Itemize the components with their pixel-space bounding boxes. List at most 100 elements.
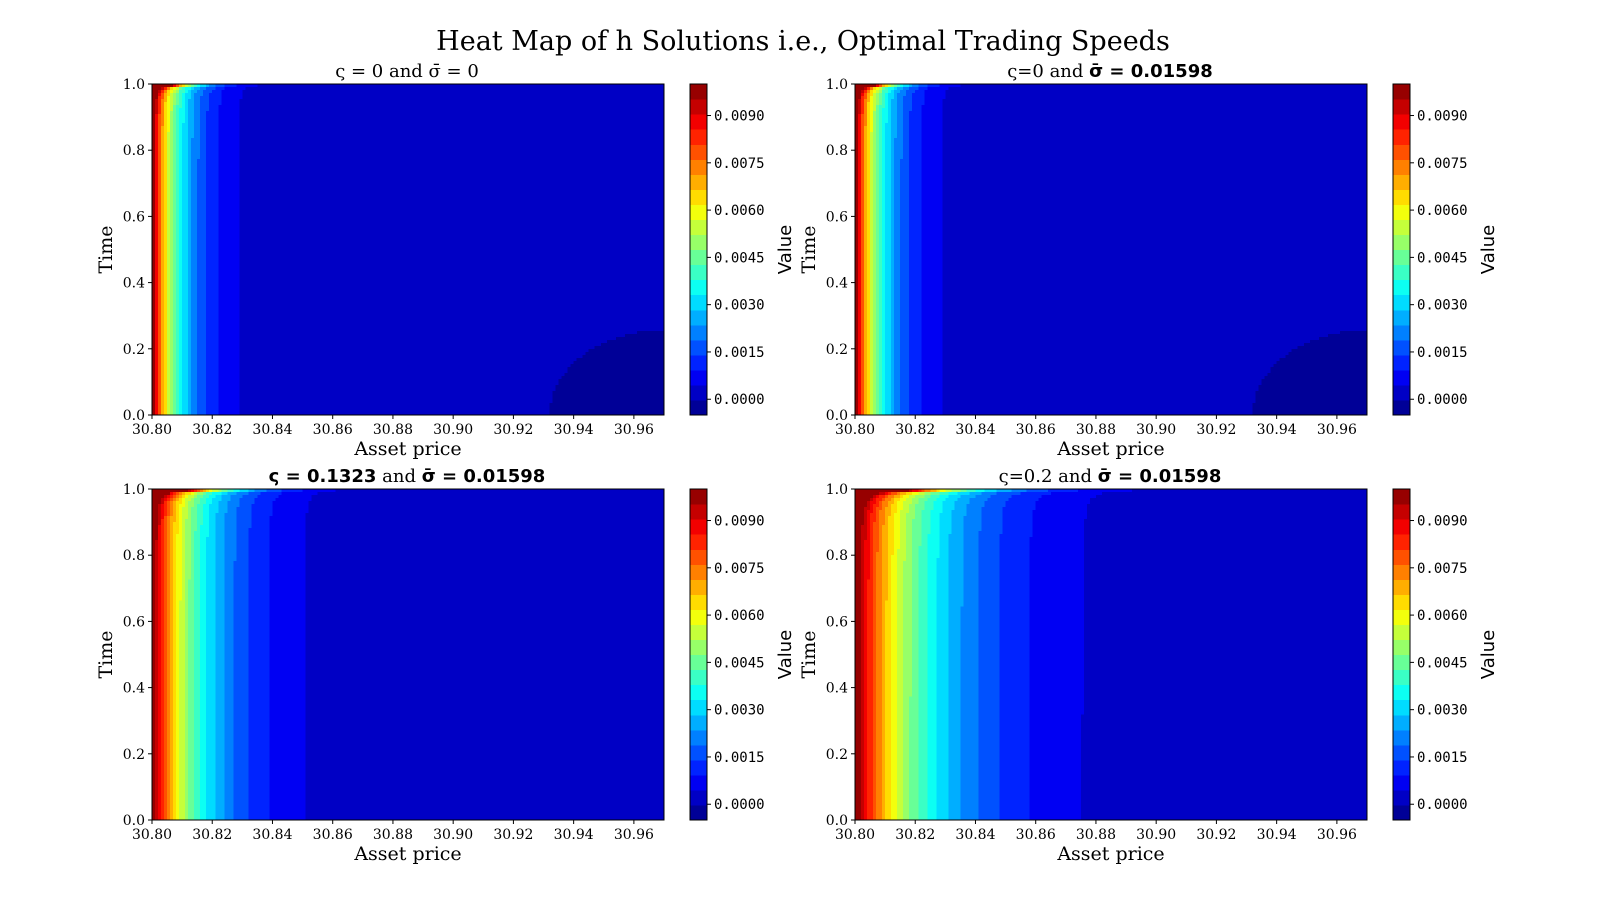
colorbar-band [1393,775,1410,791]
panel-title: ς = 0.1323 and σ̄ = 0.01598 [269,466,546,487]
colorbar-band [1393,639,1410,655]
figure-suptitle: Heat Map of h Solutions i.e., Optimal Tr… [436,26,1170,57]
x-tick-label: 30.86 [313,422,353,438]
y-tick-label: 0.8 [826,143,848,159]
colorbar-band [690,340,707,356]
x-tick-label: 30.80 [835,422,875,438]
colorbar-band [1393,250,1410,266]
colorbar-band [1393,519,1410,535]
colorbar-tick-label: 0.0015 [1417,750,1468,766]
colorbar-tick-label: 0.0030 [1417,703,1468,719]
colorbar-band [690,594,707,610]
x-tick-label: 30.96 [614,827,654,843]
y-tick-label: 0.2 [826,747,848,763]
x-tick-label: 30.96 [1317,422,1357,438]
colorbar-label: Value [775,630,796,679]
colorbar-band [1393,594,1410,610]
colorbar-band [1393,700,1410,716]
colorbar-band [1393,760,1410,776]
colorbar-tick-label: 0.0060 [1417,203,1468,219]
colorbar-band [690,174,707,190]
x-tick-label: 30.80 [835,827,875,843]
colorbar [690,489,707,821]
colorbar-band [690,84,707,100]
colorbar [690,84,707,416]
colorbar-band [1393,355,1410,371]
colorbar-band [690,295,707,311]
colorbar-band [690,144,707,160]
colorbar-band [1393,685,1410,701]
colorbar-band [1393,280,1410,296]
x-tick-label: 30.82 [895,827,935,843]
x-tick-label: 30.90 [433,827,473,843]
colorbar-band [1393,385,1410,401]
x-tick-label: 30.88 [373,827,413,843]
colorbar-band [690,534,707,550]
colorbar-band [1393,129,1410,145]
y-tick-label: 0.0 [826,813,848,829]
x-tick-label: 30.80 [132,422,172,438]
colorbar-band [1393,189,1410,205]
colorbar-tick-label: 0.0090 [1417,514,1468,530]
colorbar-tick-label: 0.0060 [1417,608,1468,624]
colorbar-band [690,489,707,505]
panel-title-part: ς=0.2 [999,466,1053,487]
y-tick-label: 0.6 [123,209,145,225]
y-tick-label: 0.6 [123,614,145,630]
y-tick-label: 0.2 [123,747,145,763]
colorbar-band [1393,489,1410,505]
colorbar-band [690,624,707,640]
heatmap-panel-1: 30.80 30.82 30.84 30.86 30.88 30.90 30.92 30.94… [95,61,796,460]
colorbar-band [690,250,707,266]
colorbar-band [1393,234,1410,250]
colorbar-tick-label: 0.0075 [1417,561,1468,577]
heatmap-cells [855,84,1368,416]
x-tick-label: 30.84 [955,827,995,843]
y-tick-label: 0.8 [123,143,145,159]
colorbar-tick-label: 0.0000 [1417,797,1468,813]
colorbar-band [690,370,707,386]
colorbar-band [690,204,707,220]
colorbar-tick-label: 0.0030 [714,703,765,719]
colorbar-band [690,549,707,565]
colorbar-band [690,265,707,281]
panel-title-part: ς = 0.1323 [269,466,377,487]
x-tick-label: 30.84 [252,422,292,438]
y-tick-label: 0.0 [123,408,145,424]
x-tick-label: 30.90 [1136,422,1176,438]
x-tick-label: 30.86 [1016,827,1056,843]
y-tick-label: 0.8 [123,548,145,564]
y-axis-label: Time [798,630,820,678]
x-tick-label: 30.88 [373,422,413,438]
colorbar-band [690,790,707,806]
colorbar [1393,84,1410,416]
heatmap-panel-4: 30.80 30.82 30.84 30.86 30.88 30.90 30.92 30.94… [798,466,1499,865]
x-tick-label: 30.82 [192,827,232,843]
x-tick-label: 30.90 [433,422,473,438]
x-tick-label: 30.96 [614,422,654,438]
colorbar-band [690,234,707,250]
y-tick-label: 0.8 [826,548,848,564]
colorbar-band [1393,204,1410,220]
y-tick-label: 1.0 [826,77,848,93]
colorbar [1393,489,1410,821]
colorbar-tick-label: 0.0060 [714,203,765,219]
colorbar-band [1393,265,1410,281]
x-tick-label: 30.94 [554,827,594,843]
colorbar-band [690,715,707,731]
x-tick-label: 30.84 [955,422,995,438]
y-tick-label: 0.4 [123,276,145,292]
colorbar-band [690,159,707,175]
colorbar-band [1393,310,1410,326]
colorbar-band [690,730,707,746]
x-tick-label: 30.82 [895,422,935,438]
colorbar-band [1393,114,1410,130]
x-axis-label: Asset price [1056,843,1164,865]
heatmap-cells [152,84,665,416]
colorbar-band [1393,504,1410,520]
x-tick-label: 30.88 [1076,422,1116,438]
y-axis-label: Time [95,630,117,678]
colorbar-band [690,670,707,686]
x-tick-label: 30.80 [132,827,172,843]
x-tick-label: 30.92 [493,827,533,843]
